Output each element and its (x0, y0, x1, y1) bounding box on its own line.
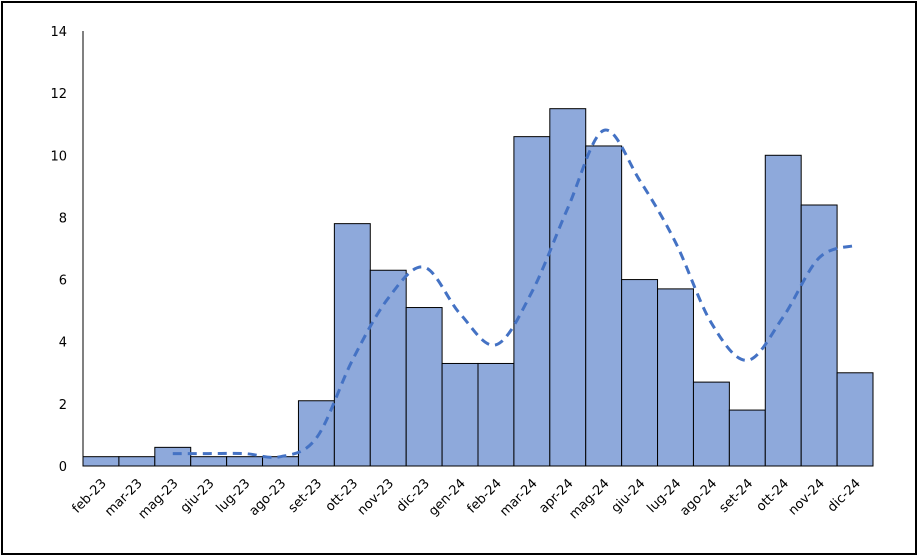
x-tick-label: nov-23 (355, 476, 397, 518)
axes-layer (82, 31, 873, 467)
bar-feb-23 (82, 456, 120, 467)
y-tick-label: 14 (50, 25, 67, 40)
x-tick-label: mag-24 (566, 476, 612, 522)
y-tick-label: 8 (59, 211, 67, 226)
bar-set-24 (728, 409, 766, 467)
bar-dic-24 (836, 372, 874, 467)
x-tick-label: mar-24 (497, 476, 540, 519)
bar-gen-24 (441, 362, 479, 467)
y-tick-label: 12 (50, 87, 67, 102)
bar-ott-23 (333, 223, 371, 467)
bar-ago-24 (692, 381, 730, 467)
bar-set-23 (297, 400, 335, 467)
y-tick-label: 10 (50, 149, 67, 164)
x-tick-label: gen-24 (426, 476, 469, 519)
line-layer (172, 128, 856, 459)
bar-giu-23 (190, 456, 228, 467)
x-tick-label: mag-23 (136, 476, 182, 522)
bars-layer (82, 108, 874, 467)
y-tick-label: 6 (59, 274, 67, 289)
x-tick-label: giu-24 (609, 476, 649, 516)
x-tick-label: ago-24 (677, 476, 720, 519)
bar-lug-23 (226, 456, 264, 467)
bar-apr-24 (549, 108, 587, 467)
bar-mag-23 (154, 446, 192, 467)
x-tick-label: giu-23 (178, 476, 218, 516)
x-tick-label: dic-24 (825, 476, 864, 515)
trend-line (172, 128, 856, 459)
bar-mag-24 (585, 145, 623, 467)
bar-giu-24 (621, 279, 659, 467)
bar-lug-24 (657, 288, 694, 467)
bar-nov-24 (800, 204, 838, 467)
bar-mar-24 (513, 136, 551, 467)
y-tick-label: 4 (59, 336, 67, 351)
bar-feb-24 (477, 362, 515, 467)
bar-dic-23 (405, 307, 443, 467)
bar-mar-23 (118, 456, 156, 467)
y-tick-label: 0 (59, 460, 67, 475)
x-tick-label: set-23 (286, 476, 326, 516)
bar-ott-24 (764, 154, 802, 467)
x-tick-label: nov-24 (786, 476, 828, 518)
x-tick-label: set-24 (716, 476, 756, 516)
x-tick-label: ago-23 (246, 476, 289, 519)
y-tick-label: 2 (59, 398, 67, 413)
